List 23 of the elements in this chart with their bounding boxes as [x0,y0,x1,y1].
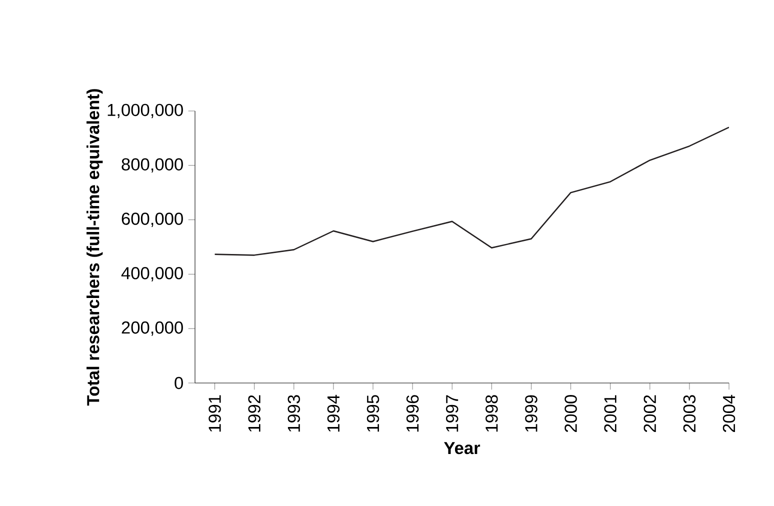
x-tick-label: 1993 [288,395,300,432]
y-tick-label: 800,000 [122,158,183,173]
y-tick-label: 0 [174,376,183,390]
x-tick-label: 1991 [208,395,221,432]
x-axis-title: Year [444,442,480,454]
x-tick-label: 1997 [446,395,458,432]
x-tick-label: 1995 [366,395,380,432]
x-tick-label: 2004 [722,394,736,432]
x-tick-label: 2001 [604,395,616,432]
y-axis-title: Total researchers (full-time equivalent) [86,89,103,406]
y-tick-label: 400,000 [121,267,183,282]
y-tick-label: 600,000 [122,212,183,227]
x-tick-label: 1994 [327,394,340,432]
x-tick-label: 2000 [564,395,577,432]
x-tick-label: 1996 [406,395,419,432]
x-tick-label: 1992 [248,395,260,432]
x-tick-label: 1998 [486,395,498,432]
x-tick-label: 1999 [525,395,538,432]
line-series [214,126,729,256]
y-tick-label: 200,000 [122,321,183,336]
x-tick-label: 2003 [683,395,696,432]
x-tick-label: 2002 [644,395,656,432]
y-tick-label: 1,000,000 [108,104,183,118]
